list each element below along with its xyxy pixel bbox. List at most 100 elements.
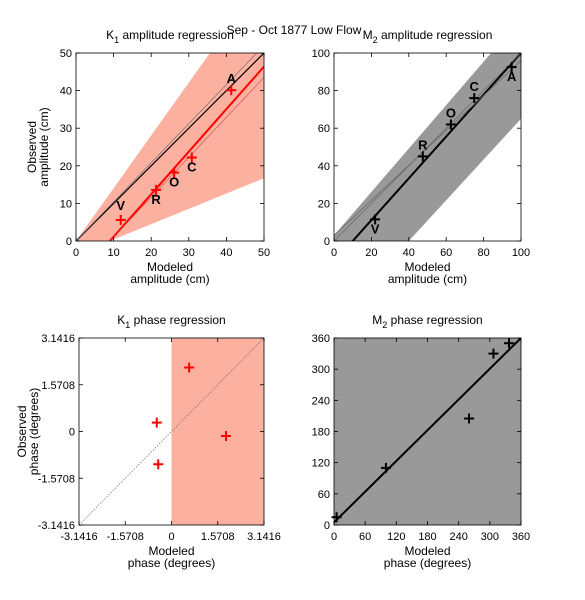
data-point-3 [220, 430, 231, 441]
x-axis-label: Modeled [404, 260, 450, 274]
point-label-V: V [371, 221, 380, 236]
x-tick-label: 30 [183, 247, 195, 259]
regression-line-2 [334, 53, 521, 241]
point-label-R: R [151, 192, 161, 207]
panel-m2amp: V R OC A 0 20 40 60 80 100 0 20 40 60 80 100 M2 amplitud… [312, 28, 531, 286]
x-tick-label: 120 [387, 531, 405, 543]
panel-title: M2 phase regression [372, 313, 482, 330]
data-point-R [417, 151, 428, 162]
data-point-A [226, 85, 237, 96]
data-point-V [115, 214, 126, 225]
x-axis-label: Modeled [404, 544, 450, 558]
point-label-C: C [187, 160, 197, 175]
point-label-C: C [470, 79, 480, 94]
x-tick-label: 0 [331, 531, 337, 543]
x-tick-label: 1.5708 [201, 531, 235, 543]
data-point-O [169, 167, 180, 178]
data-point-1 [153, 459, 164, 470]
axes-box [333, 52, 522, 242]
data-point-C [469, 93, 480, 104]
regression-line-3 [109, 77, 264, 241]
x-tick-label: 40 [403, 247, 415, 259]
y-axis-label: phase (degrees) [27, 388, 41, 475]
regression-line-0 [76, 53, 264, 241]
y-tick-label: 120 [312, 458, 330, 470]
data-point-A [506, 62, 517, 73]
x-axis-label: phase (degrees) [384, 556, 471, 570]
y-tick-label: 50 [60, 48, 72, 60]
x-tick-label: 240 [449, 531, 467, 543]
y-axis-label: amplitude (cm) [37, 107, 51, 186]
y-axis-label: Observed [15, 405, 29, 457]
data-point-0 [331, 512, 342, 523]
data-point-1 [380, 462, 391, 473]
data-point-0 [151, 417, 162, 428]
y-tick-label: 20 [60, 161, 72, 173]
panel-k1phase: -3.1416 -1.5708 0 1.5708 3.1416 -3.1416 -1.570… [15, 313, 281, 570]
y-axis-label: Observed [25, 121, 39, 173]
y-tick-label: 0 [69, 427, 75, 439]
x-tick-label: -1.5708 [107, 531, 144, 543]
data-point-4 [504, 338, 515, 349]
y-tick-label: 180 [312, 427, 330, 439]
x-axis-label: Modeled [148, 544, 194, 558]
y-tick-label: 0 [324, 236, 330, 248]
x-tick-label: -3.1416 [60, 531, 97, 543]
x-tick-label: 100 [512, 247, 530, 259]
panel-k1amp: V ROC A 0 10 20 30 40 50 0 10 20 30 40 50 K1 amplitude … [25, 28, 270, 286]
point-label-O: O [446, 105, 456, 120]
x-tick-label: 0 [168, 531, 174, 543]
y-tick-label: 80 [318, 86, 330, 98]
y-tick-label: 0 [324, 520, 330, 532]
y-tick-label: 1.5708 [41, 380, 75, 392]
x-axis-label: amplitude (cm) [388, 272, 467, 286]
point-label-A: A [227, 71, 237, 86]
y-tick-label: 60 [318, 489, 330, 501]
y-tick-label: -1.5708 [38, 473, 75, 485]
regression-line-1 [109, 65, 264, 241]
data-point-C [186, 152, 197, 163]
x-axis-label: Modeled [147, 260, 193, 274]
x-tick-label: 180 [418, 531, 436, 543]
point-label-R: R [418, 137, 428, 152]
panel-title: K1 phase regression [117, 313, 225, 330]
point-label-O: O [169, 175, 179, 190]
panel-title: M2 amplitude regression [363, 28, 493, 45]
y-tick-label: 100 [312, 48, 330, 60]
x-tick-label: 80 [477, 247, 489, 259]
x-tick-label: 40 [220, 247, 232, 259]
y-tick-label: 60 [318, 123, 330, 135]
x-tick-label: 60 [359, 531, 371, 543]
figure-suptitle: Sep - Oct 1877 Low Flow [227, 23, 362, 37]
x-tick-label: 300 [481, 531, 499, 543]
regression-line-0 [351, 53, 521, 241]
confidence-band [171, 338, 264, 525]
y-tick-label: -3.1416 [38, 520, 75, 532]
regression-line-0 [79, 338, 264, 525]
data-point-O [445, 119, 456, 130]
panel-title: K1 amplitude regression [106, 28, 234, 45]
y-tick-label: 240 [312, 395, 330, 407]
x-tick-label: 20 [145, 247, 157, 259]
regression-line-0 [334, 338, 521, 524]
y-tick-label: 360 [312, 333, 330, 345]
data-point-V [370, 214, 381, 225]
point-label-V: V [116, 198, 125, 213]
data-point-R [151, 184, 162, 195]
x-tick-label: 0 [73, 247, 79, 259]
x-tick-label: 60 [440, 247, 452, 259]
axes-box [75, 52, 265, 242]
data-point-2 [184, 362, 195, 373]
y-tick-label: 10 [60, 198, 72, 210]
x-tick-label: 20 [365, 247, 377, 259]
y-tick-label: 30 [60, 123, 72, 135]
y-tick-label: 40 [60, 86, 72, 98]
regression-line-2 [76, 53, 258, 241]
x-tick-label: 10 [107, 247, 119, 259]
y-tick-label: 20 [318, 198, 330, 210]
panel-m2phase: 0 60 120 180 240 300 360 0 60 120 180 240 300 360 M2 p… [312, 313, 531, 570]
y-tick-label: 3.1416 [41, 333, 75, 345]
data-point-3 [488, 348, 499, 359]
y-tick-label: 40 [318, 161, 330, 173]
